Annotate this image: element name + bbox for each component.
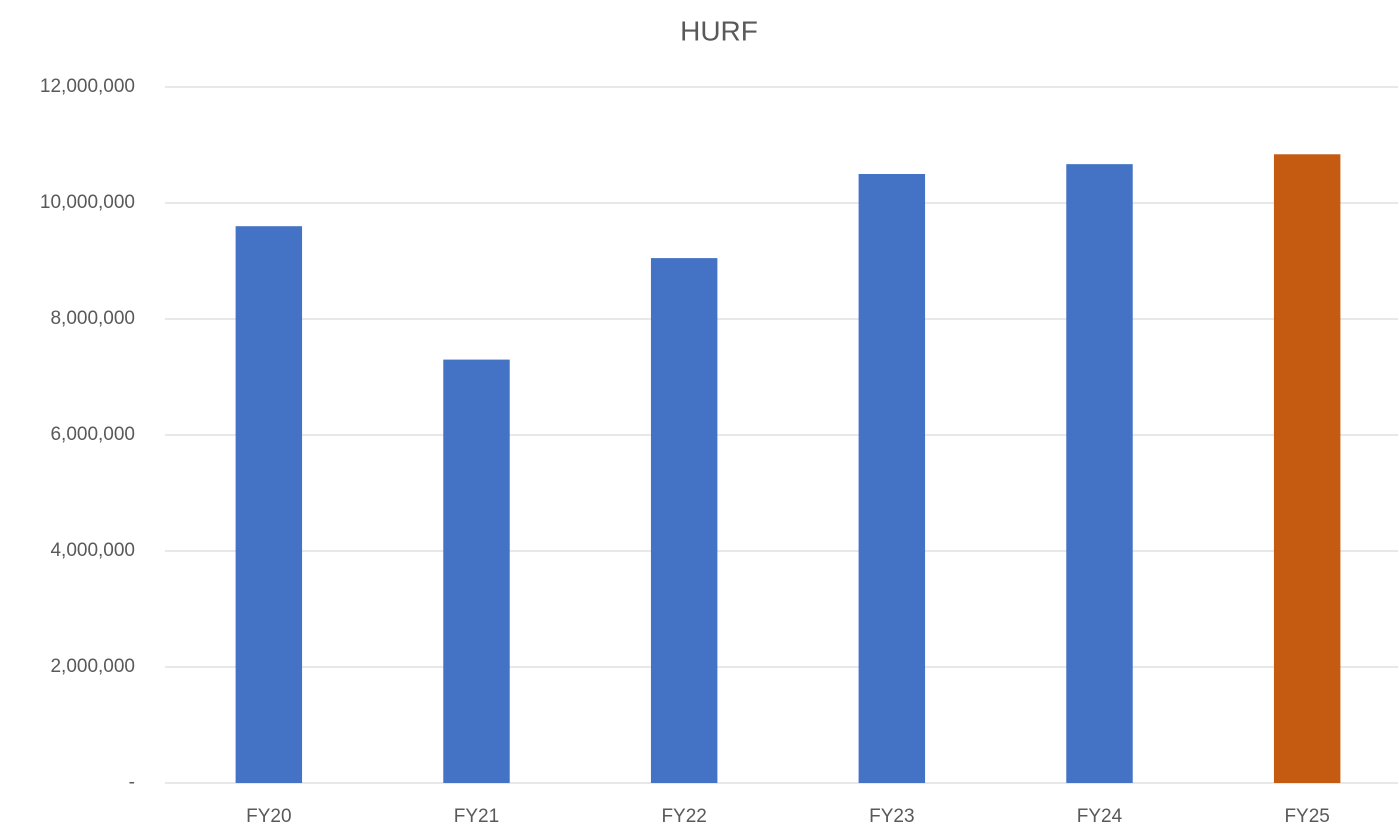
bar [650, 258, 718, 784]
x-tick-label: FY25 [1284, 806, 1329, 827]
x-tick-label: FY24 [1077, 806, 1123, 827]
bar [858, 174, 926, 783]
chart-title: HURF [680, 15, 758, 46]
y-tick-label: 8,000,000 [50, 308, 135, 329]
y-tick-label: - [129, 772, 135, 793]
x-tick-label: FY21 [454, 806, 499, 827]
bar [443, 359, 510, 783]
x-tick-label: FY20 [246, 806, 291, 827]
y-tick-label: 10,000,000 [40, 192, 135, 213]
y-tick-label: 2,000,000 [50, 656, 135, 677]
bar [1273, 154, 1341, 783]
y-tick-label: 4,000,000 [50, 540, 135, 561]
x-tick-label: FY23 [869, 806, 914, 827]
bar [235, 226, 303, 783]
x-tick-label: FY22 [661, 806, 706, 827]
y-tick-label: 12,000,000 [40, 76, 135, 97]
bar [1066, 164, 1133, 783]
y-tick-label: 6,000,000 [50, 424, 135, 445]
